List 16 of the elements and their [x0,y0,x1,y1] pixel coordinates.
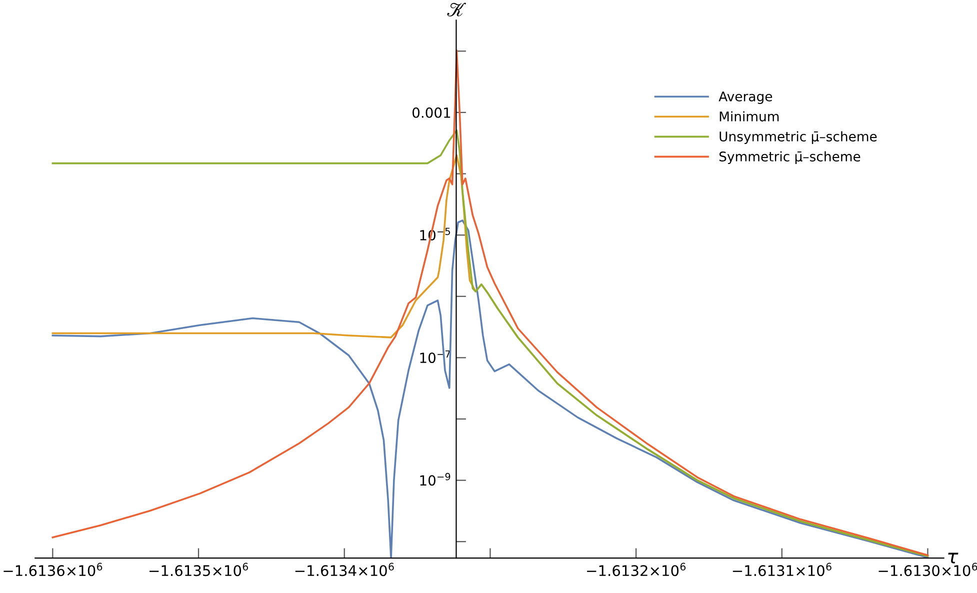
legend-label: Average [718,92,772,104]
x-tick-label: −1.6135×10$^{6}$ [150,562,248,576]
x-tick-label: −1.6136×10$^{6}$ [4,562,102,576]
x-tick-label: −1.6132×10$^{6}$ [587,562,686,576]
line-series [52,49,929,556]
x-tick-label: −1.6130×10$^{6}$ [878,562,977,576]
legend-label: Unsymmetric μ̄–scheme [720,131,877,144]
x-tick-label: −1.6134×10$^{6}$ [295,562,394,576]
line-series [52,220,929,558]
legend-label: Symmetric μ̄–scheme [719,151,860,164]
x-tick-label: −1.6131×10$^{6}$ [732,562,832,576]
y-axis-title: 𝒦 [447,2,466,16]
x-axis-title: τ [948,552,958,564]
y-tick-label: 10$^{−9}$ [420,472,450,486]
legend-label: Minimum [720,111,779,122]
y-tick-label: 0.001 [412,107,450,118]
